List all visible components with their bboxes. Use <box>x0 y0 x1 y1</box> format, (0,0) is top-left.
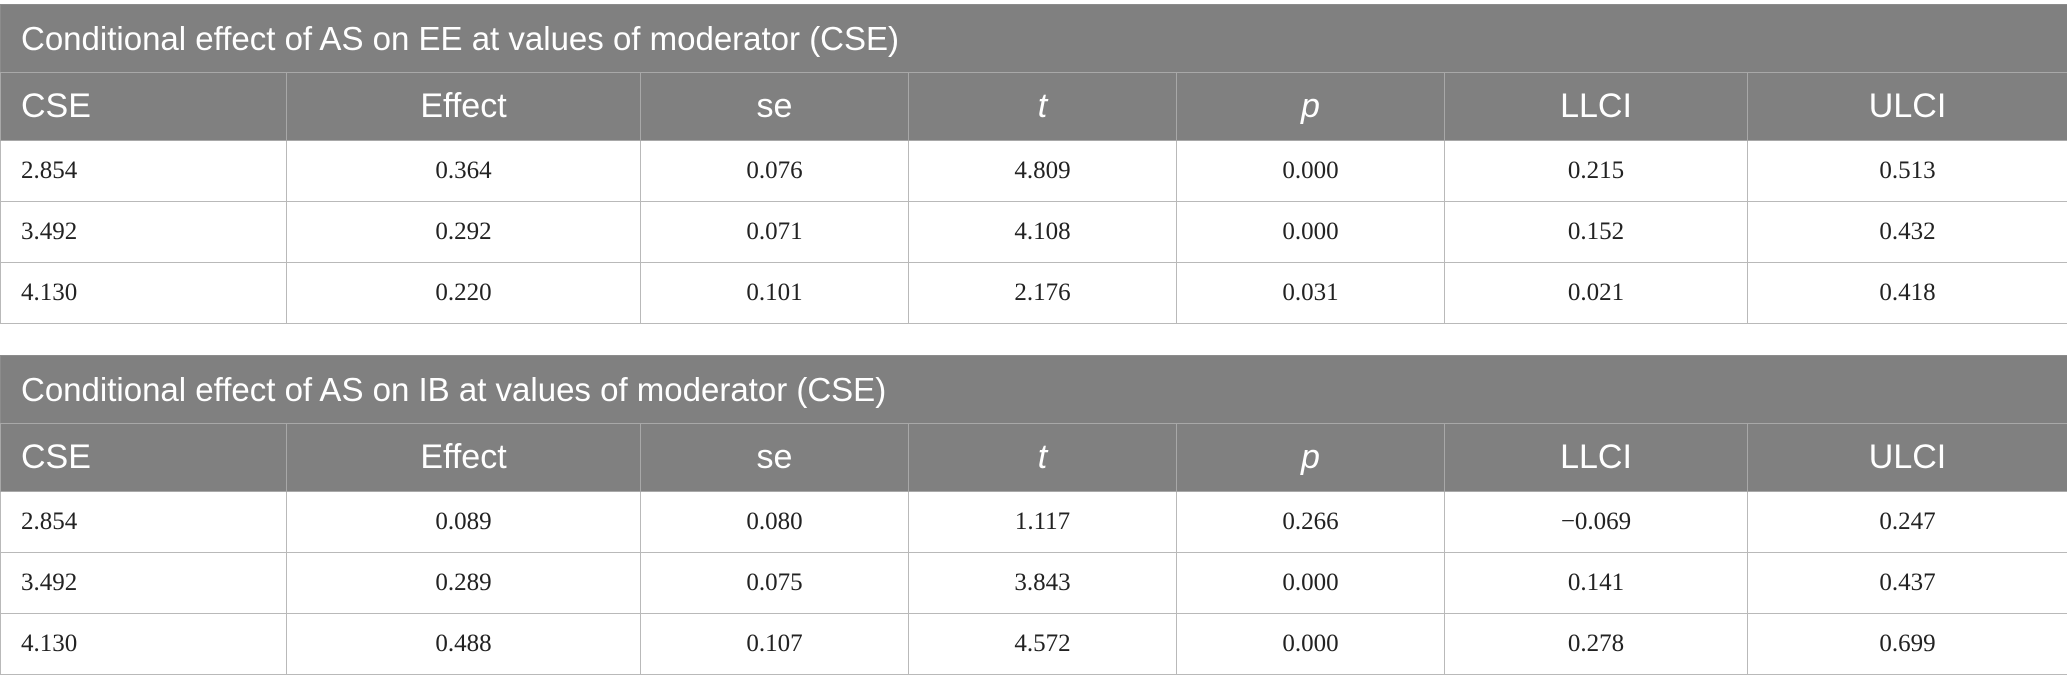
column-header-llci: LLCI <box>1444 423 1748 492</box>
cell-ulci: 0.437 <box>1746 552 2067 614</box>
cell-p: 0.266 <box>1176 491 1445 553</box>
cell-t: 1.117 <box>908 491 1177 553</box>
cell-cse: 3.492 <box>0 552 287 614</box>
cell-cse: 2.854 <box>0 140 287 202</box>
cell-llci: 0.152 <box>1444 201 1748 263</box>
conditional-effect-table-ee: Conditional effect of AS on EE at values… <box>0 4 2067 324</box>
cell-cse: 3.492 <box>0 201 287 263</box>
column-header-ulci: ULCI <box>1746 423 2067 492</box>
cell-ulci: 0.432 <box>1746 201 2067 263</box>
cell-effect: 0.292 <box>286 201 641 263</box>
column-header-t: t <box>908 72 1177 141</box>
cell-p: 0.000 <box>1176 201 1445 263</box>
cell-t: 2.176 <box>908 262 1177 324</box>
cell-t: 4.809 <box>908 140 1177 202</box>
table-row: 4.130 0.220 0.101 2.176 0.031 0.021 0.41… <box>0 262 2067 324</box>
table-row: 2.854 0.364 0.076 4.809 0.000 0.215 0.51… <box>0 140 2067 202</box>
cell-se: 0.107 <box>640 613 909 675</box>
column-header-se: se <box>640 72 909 141</box>
cell-cse: 4.130 <box>0 613 287 675</box>
column-header-effect: Effect <box>286 423 641 492</box>
table-title: Conditional effect of AS on IB at values… <box>0 355 2067 424</box>
cell-t: 3.843 <box>908 552 1177 614</box>
cell-llci: 0.215 <box>1444 140 1748 202</box>
cell-p: 0.000 <box>1176 552 1445 614</box>
cell-p: 0.031 <box>1176 262 1445 324</box>
table-row: 3.492 0.292 0.071 4.108 0.000 0.152 0.43… <box>0 201 2067 263</box>
cell-se: 0.101 <box>640 262 909 324</box>
cell-ulci: 0.247 <box>1746 491 2067 553</box>
cell-p: 0.000 <box>1176 613 1445 675</box>
table-row: 3.492 0.289 0.075 3.843 0.000 0.141 0.43… <box>0 552 2067 614</box>
cell-p: 0.000 <box>1176 140 1445 202</box>
conditional-effect-table-ib: Conditional effect of AS on IB at values… <box>0 355 2067 675</box>
cell-effect: 0.089 <box>286 491 641 553</box>
cell-se: 0.075 <box>640 552 909 614</box>
cell-llci: 0.021 <box>1444 262 1748 324</box>
table-row: 2.854 0.089 0.080 1.117 0.266 −0.069 0.2… <box>0 491 2067 553</box>
cell-llci: 0.141 <box>1444 552 1748 614</box>
cell-llci: 0.278 <box>1444 613 1748 675</box>
column-header-ulci: ULCI <box>1746 72 2067 141</box>
cell-t: 4.572 <box>908 613 1177 675</box>
cell-se: 0.080 <box>640 491 909 553</box>
cell-ulci: 0.699 <box>1746 613 2067 675</box>
cell-cse: 4.130 <box>0 262 287 324</box>
column-header-p: p <box>1176 72 1445 141</box>
column-header-llci: LLCI <box>1444 72 1748 141</box>
cell-llci: −0.069 <box>1444 491 1748 553</box>
column-header-t: t <box>908 423 1177 492</box>
column-header-effect: Effect <box>286 72 641 141</box>
cell-ulci: 0.418 <box>1746 262 2067 324</box>
cell-effect: 0.488 <box>286 613 641 675</box>
table-row: 4.130 0.488 0.107 4.572 0.000 0.278 0.69… <box>0 613 2067 675</box>
cell-effect: 0.220 <box>286 262 641 324</box>
column-header-cse: CSE <box>0 72 287 141</box>
column-header-cse: CSE <box>0 423 287 492</box>
cell-effect: 0.289 <box>286 552 641 614</box>
column-header-se: se <box>640 423 909 492</box>
cell-t: 4.108 <box>908 201 1177 263</box>
table-title: Conditional effect of AS on EE at values… <box>0 4 2067 73</box>
column-header-p: p <box>1176 423 1445 492</box>
cell-effect: 0.364 <box>286 140 641 202</box>
cell-se: 0.076 <box>640 140 909 202</box>
cell-ulci: 0.513 <box>1746 140 2067 202</box>
cell-se: 0.071 <box>640 201 909 263</box>
cell-cse: 2.854 <box>0 491 287 553</box>
